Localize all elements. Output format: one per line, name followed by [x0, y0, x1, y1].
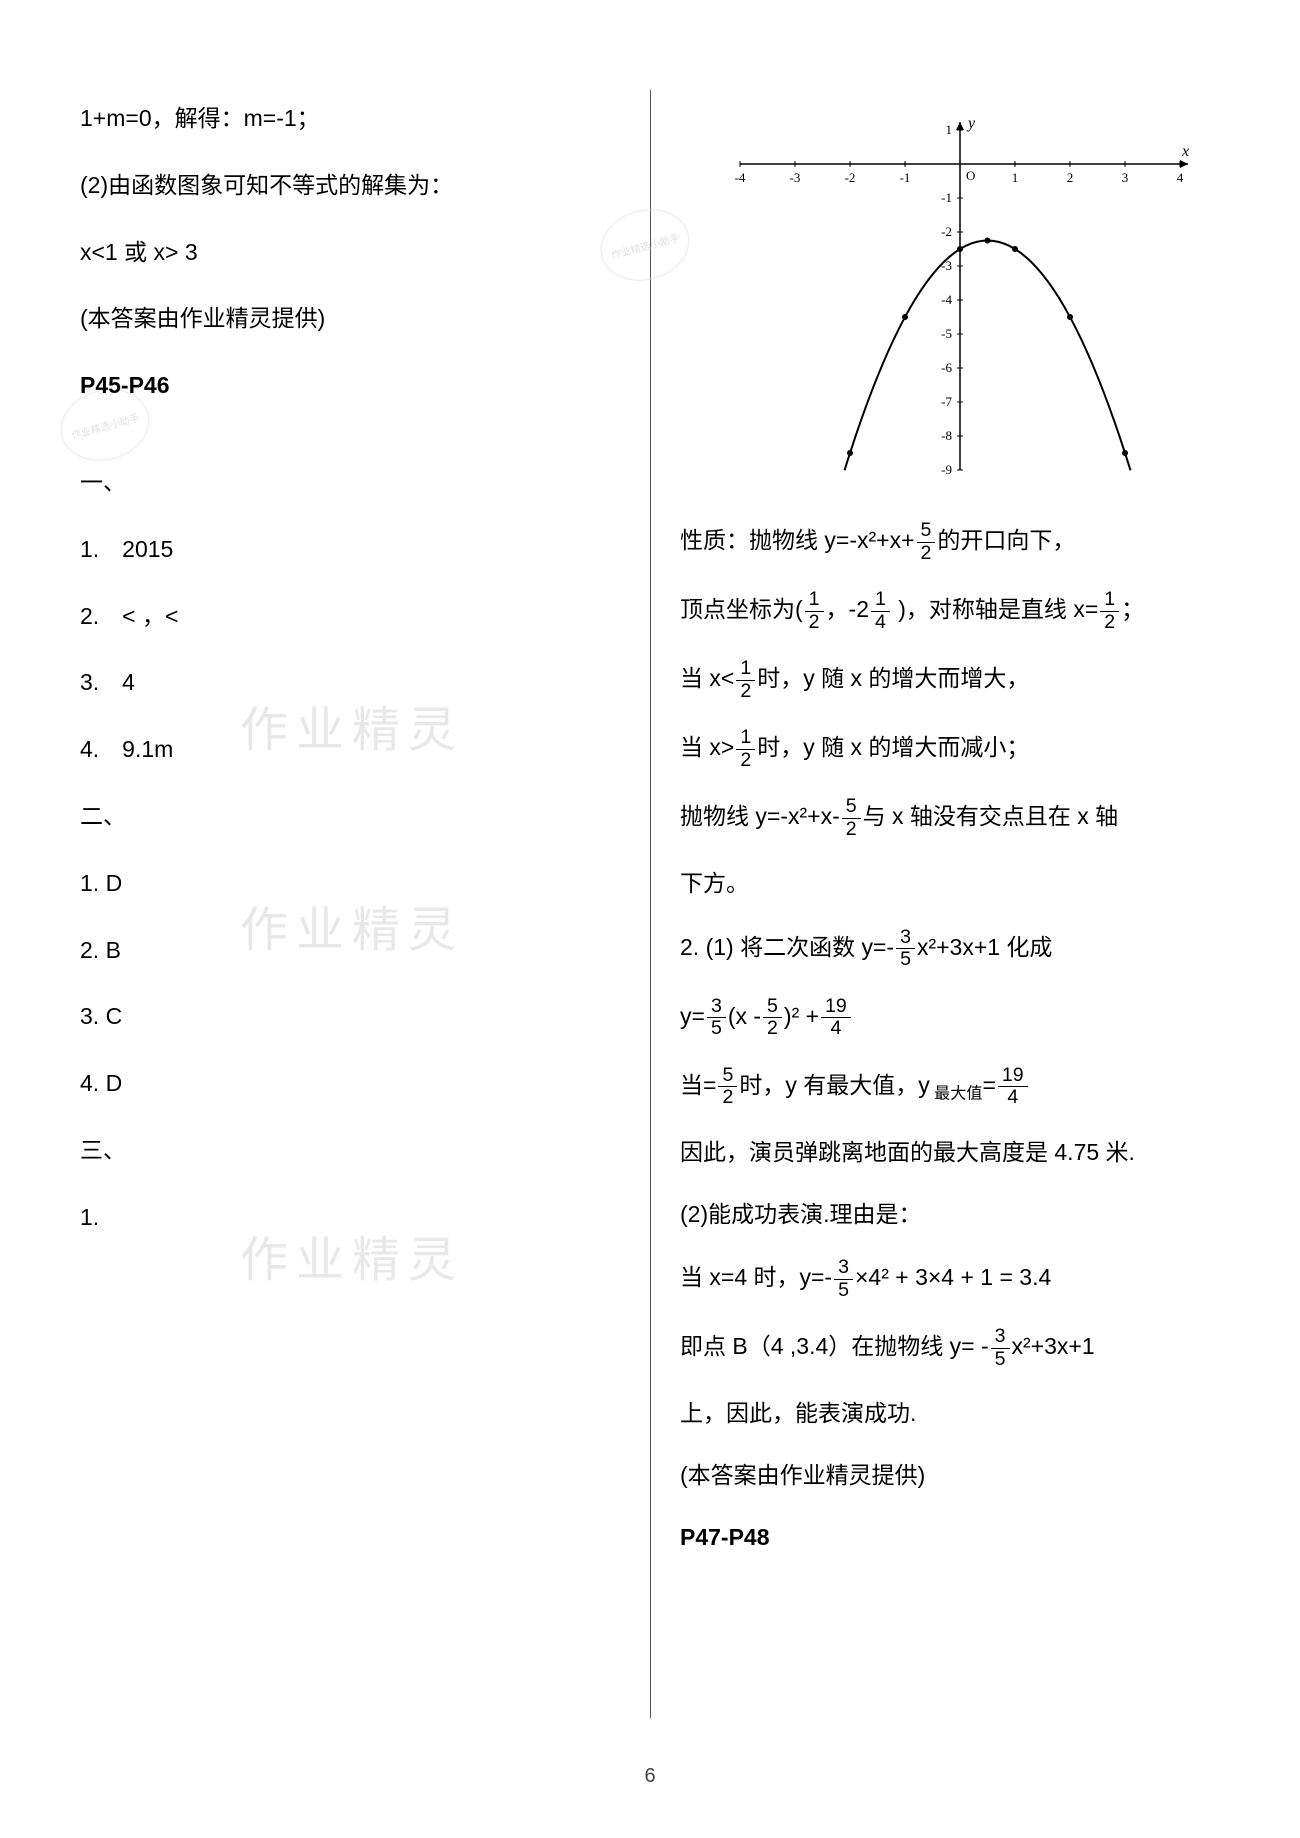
text-line: 抛物线 y=-x²+x-52与 x 轴没有交点且在 x 轴 — [680, 796, 1240, 840]
svg-text:-5: -5 — [941, 326, 952, 341]
svg-text:O: O — [966, 168, 975, 183]
page-number: 6 — [644, 1765, 655, 1788]
svg-text:-7: -7 — [941, 394, 952, 409]
svg-text:-6: -6 — [941, 360, 952, 375]
answer-item: 1. — [80, 1199, 640, 1236]
svg-text:1: 1 — [946, 122, 953, 137]
answer-item: 3. 4 — [80, 664, 640, 701]
text-line: 当 x=4 时，y=-35×4² + 3×4 + 1 = 3.4 — [680, 1257, 1240, 1301]
text-line: (2)由函数图象可知不等式的解集为： — [80, 167, 640, 204]
svg-text:-4: -4 — [941, 292, 952, 307]
text-line: (2)能成功表演.理由是： — [680, 1196, 1240, 1233]
svg-text:x: x — [1181, 143, 1189, 160]
text-line: 下方。 — [680, 865, 1240, 902]
answer-item: 1. D — [80, 865, 640, 902]
section-header: P45-P46 — [80, 367, 640, 404]
text-line: 即点 B（4 ,3.4）在抛物线 y= -35x²+3x+1 — [680, 1326, 1240, 1370]
svg-text:-1: -1 — [900, 170, 911, 185]
svg-text:-9: -9 — [941, 462, 952, 477]
text-line: 性质：抛物线 y=-x²+x+52的开口向下， — [680, 520, 1240, 564]
answer-item: 1. 2015 — [80, 531, 640, 568]
text-line: (本答案由作业精灵提供) — [80, 300, 640, 337]
svg-text:1: 1 — [1012, 170, 1019, 185]
text-line: 当=52时，y 有最大值，y 最大值=194 — [680, 1065, 1240, 1109]
svg-text:4: 4 — [1177, 170, 1184, 185]
svg-text:3: 3 — [1122, 170, 1129, 185]
svg-text:2: 2 — [1067, 170, 1074, 185]
text-line: y=35(x -52)² +194 — [680, 996, 1240, 1040]
answer-item: 2. < ，< — [80, 598, 640, 635]
section-label: 二、 — [80, 798, 640, 835]
section-header: P47-P48 — [680, 1519, 1240, 1556]
text-line: 因此，演员弹跳离地面的最大高度是 4.75 米. — [680, 1134, 1240, 1171]
answer-item: 3. C — [80, 998, 640, 1035]
answer-item: 4. 9.1m — [80, 731, 640, 768]
svg-text:-1: -1 — [941, 190, 952, 205]
text-line: (本答案由作业精灵提供) — [680, 1457, 1240, 1494]
answer-item: 4. D — [80, 1065, 640, 1102]
answer-item: 2. B — [80, 932, 640, 969]
text-line: 当 x<12时，y 随 x 的增大而增大， — [680, 658, 1240, 702]
text-line: 上，因此，能表演成功. — [680, 1395, 1240, 1432]
svg-text:-2: -2 — [941, 224, 952, 239]
svg-text:y: y — [966, 115, 976, 132]
text-line: 顶点坐标为(12，-214 )，对称轴是直线 x=12； — [680, 589, 1240, 633]
svg-text:-2: -2 — [845, 170, 856, 185]
svg-text:-4: -4 — [735, 170, 746, 185]
parabola-chart: xyO-4-3-2-11234-9-8-7-6-5-4-3-2-11 — [680, 100, 1240, 500]
text-line: x<1 或 x> 3 — [80, 234, 640, 271]
text-line: 1+m=0，解得：m=-1； — [80, 100, 640, 137]
svg-text:-8: -8 — [941, 428, 952, 443]
section-label: 三、 — [80, 1132, 640, 1169]
section-label: 一、 — [80, 464, 640, 501]
text-line: 当 x>12时，y 随 x 的增大而减小； — [680, 727, 1240, 771]
text-line: 2. (1) 将二次函数 y=-35x²+3x+1 化成 — [680, 927, 1240, 971]
svg-text:-3: -3 — [790, 170, 801, 185]
